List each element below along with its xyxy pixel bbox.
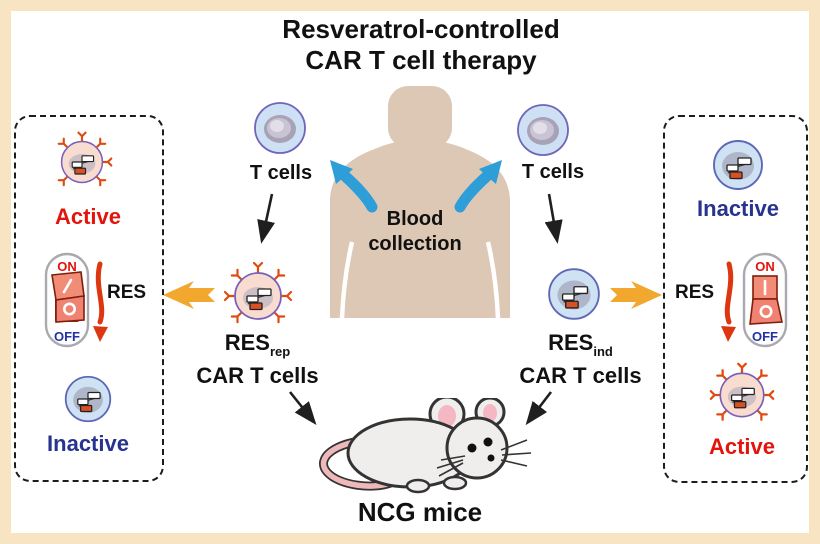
t-cell-right-icon (517, 104, 569, 156)
t-cells-left-label: T cells (249, 162, 313, 184)
arrow-car-to-mouse-left (288, 391, 317, 426)
title-line1: Resveratrol-controlled (282, 14, 560, 44)
res-ind-base: RES (548, 330, 594, 355)
mouse-tail (319, 435, 398, 491)
mouse-paw (405, 478, 431, 494)
active-cell-left-box-icon (57, 131, 113, 187)
switch-off-label: OFF (54, 329, 80, 344)
blood-collection-line1: Blood (386, 208, 444, 230)
left-box-active-label: Active (54, 204, 122, 229)
top-edge-line (0, 0, 820, 3)
switch-off-label: OFF (752, 329, 778, 344)
blood-collection-label: Blood collection (345, 207, 485, 257)
arrow-tcell-to-car-right (544, 193, 563, 244)
switch-left-icon: ON OFF (44, 252, 90, 348)
inactive-cell-left-box-icon (64, 375, 112, 423)
res-ind-line2: CAR T cells (519, 363, 642, 388)
res-rep-cell-label: RESrep CAR T cells (175, 331, 340, 388)
scene-arrows (93, 86, 736, 426)
mouse-eyes (467, 437, 495, 462)
ncg-mice-label: NCG mice (357, 497, 483, 527)
right-box-active-label: Active (708, 434, 776, 459)
right-box-res-label: RES (675, 282, 715, 303)
blood-collection-arrow-right (454, 160, 502, 213)
switch-on-label: ON (57, 259, 77, 274)
gene-construct (77, 391, 101, 413)
car-receptors (709, 362, 775, 421)
human-body-silhouette (330, 86, 510, 319)
mouse-head (445, 416, 509, 480)
car-t-cell-inactive-center-right-icon (548, 268, 600, 320)
transfer-arrow-left (163, 281, 215, 309)
car-receptors (223, 261, 293, 324)
res-arrow-left (93, 261, 108, 342)
res-ind-subscript: ind (593, 344, 613, 359)
switch-on-label: ON (755, 259, 775, 274)
gene-construct (730, 387, 755, 409)
left-box-inactive-label: Inactive (47, 431, 129, 456)
blood-collection-arrow-left (330, 160, 378, 213)
right-box-inactive-label: Inactive (697, 196, 779, 221)
car-receptors (57, 131, 113, 187)
inactive-cell-right-box-icon (713, 140, 763, 190)
switch-right-icon: ON OFF (742, 252, 788, 348)
t-cell-left-icon (254, 102, 306, 154)
ncg-mouse-icon (319, 398, 532, 494)
gene-construct (561, 286, 589, 309)
res-rep-base: RES (224, 330, 270, 355)
res-rep-subscript: rep (270, 344, 291, 359)
blood-collection-line2: collection (368, 233, 462, 255)
res-arrow-right (721, 261, 736, 342)
title-line2: CAR T cell therapy (305, 45, 537, 75)
mouse-paw (442, 475, 468, 491)
left-state-box (14, 115, 164, 482)
t-cells-right-label: T cells (521, 161, 585, 183)
gene-construct (71, 155, 95, 175)
active-cell-right-box-icon (709, 362, 775, 421)
res-rep-line2: CAR T cells (196, 363, 319, 388)
figure-title: Resveratrol-controlled CAR T cell therap… (161, 14, 681, 76)
arrow-car-to-mouse-right (525, 391, 553, 426)
left-box-res-label: RES (107, 282, 147, 303)
gene-construct (246, 288, 272, 311)
mouse-whiskers (436, 439, 532, 477)
car-t-cell-active-center-left-icon (223, 261, 293, 324)
res-ind-cell-label: RESind CAR T cells (498, 331, 663, 388)
gene-construct (726, 157, 752, 180)
transfer-arrow-right (610, 281, 662, 309)
right-state-box (663, 115, 808, 483)
arrow-tcell-to-car-left (257, 193, 276, 244)
